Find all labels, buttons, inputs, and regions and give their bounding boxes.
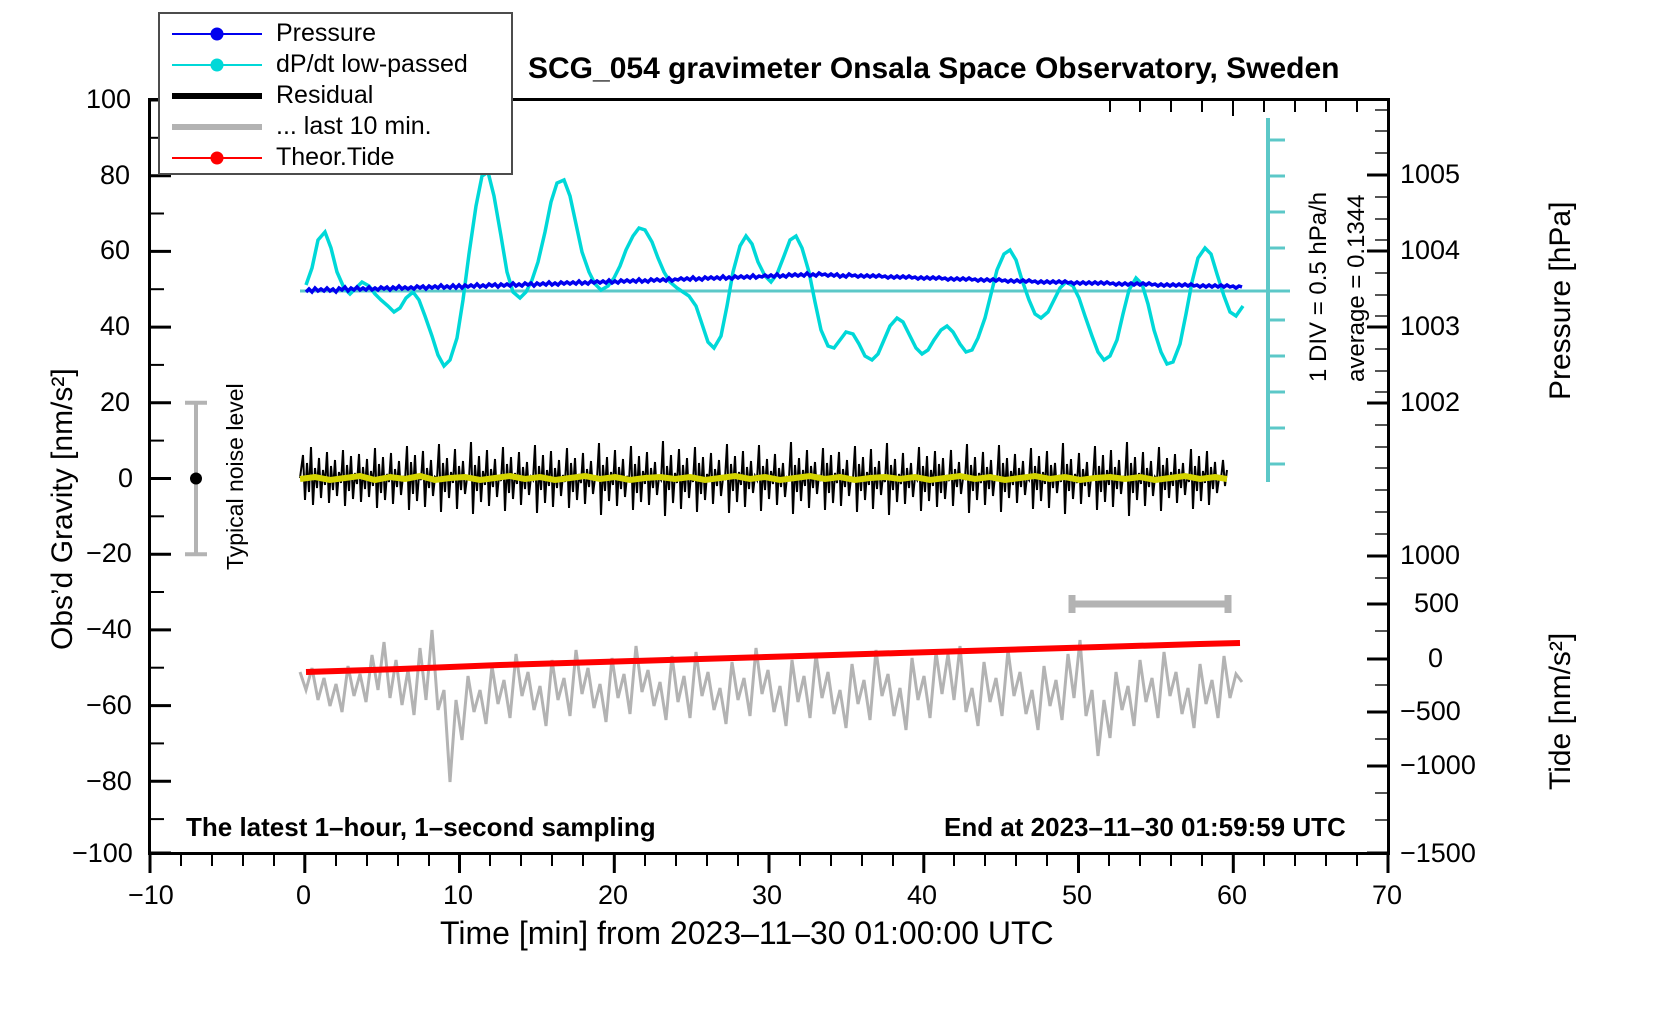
y-right-tide-tick-m1000: −1000 — [1400, 750, 1476, 780]
y-right-pressure-tick-1003: 1003 — [1400, 311, 1461, 341]
legend-swatch-residual — [172, 80, 262, 111]
y-left-tick-100: 100 — [86, 84, 132, 114]
y-left-tick-m100: −100 — [72, 838, 133, 868]
y-right-pressure-tick-1002: 1002 — [1400, 387, 1461, 417]
y-right-tide-tick-500: 500 — [1414, 588, 1460, 618]
y-right-tide-tick-m1500: −1500 — [1400, 838, 1476, 868]
y-left-tick-m60: −60 — [86, 690, 132, 720]
y-left-tick-80: 80 — [100, 160, 131, 190]
x-tick-10: 10 — [443, 880, 474, 910]
legend-label-pressure: Pressure — [276, 19, 377, 47]
legend-swatch-pressure — [172, 18, 262, 49]
y-left-tick-m40: −40 — [86, 614, 132, 644]
x-major-ticks — [148, 853, 1390, 873]
sampling-note: The latest 1–hour, 1–second sampling — [186, 812, 656, 842]
legend-item-tide[interactable]: Theor.Tide — [160, 142, 511, 173]
y-right-pressure-title: Pressure [hPa] — [1544, 201, 1577, 400]
dpdt-div-label: 1 DIV = 0.5 hPa/h — [1305, 191, 1332, 382]
legend-label-dpdt: dP/dt low-passed — [276, 50, 468, 78]
end-time-note: End at 2023–11–30 01:59:59 UTC — [944, 812, 1346, 842]
y-right-pressure-tick-1005: 1005 — [1400, 159, 1461, 189]
y-left-tick-0: 0 — [118, 463, 134, 493]
legend-swatch-tide — [172, 142, 262, 173]
legend-item-pressure[interactable]: Pressure — [160, 18, 511, 49]
y-left-tick-60: 60 — [100, 235, 131, 265]
y-axis-title: Obs’d Gravity [nm/s²] — [46, 368, 79, 650]
noise-level-label: Typical noise level — [222, 383, 248, 570]
plot-frame — [148, 98, 1390, 855]
x-tick-0: 0 — [296, 880, 312, 910]
legend-swatch-last10 — [172, 111, 262, 142]
legend-label-last10: ... last 10 min. — [276, 112, 432, 140]
y-left-tick-m80: −80 — [86, 766, 132, 796]
x-tick-m10: −10 — [128, 880, 174, 910]
y-right-tide-title: Tide [nm/s²] — [1544, 632, 1577, 790]
page-title: SCG_054 gravimeter Onsala Space Observat… — [528, 52, 1340, 85]
y-right-tide-tick-0: 0 — [1428, 643, 1444, 673]
y-left-tick-m20: −20 — [86, 538, 132, 568]
x-tick-30: 30 — [752, 880, 783, 910]
x-tick-60: 60 — [1217, 880, 1248, 910]
x-tick-70: 70 — [1372, 880, 1403, 910]
y-right-tide-tick-1000: 1000 — [1400, 540, 1461, 570]
x-axis-title: Time [min] from 2023–11–30 01:00:00 UTC — [440, 915, 1054, 951]
legend-item-dpdt[interactable]: dP/dt low-passed — [160, 49, 511, 80]
legend-swatch-dpdt — [172, 49, 262, 80]
legend-label-tide: Theor.Tide — [276, 143, 395, 171]
dpdt-average-label: average = 0.1344 — [1343, 194, 1370, 383]
x-tick-40: 40 — [907, 880, 938, 910]
x-tick-50: 50 — [1062, 880, 1093, 910]
legend-item-last10[interactable]: ... last 10 min. — [160, 111, 511, 142]
legend-box[interactable]: Pressure dP/dt low-passed Residual ... l… — [158, 12, 513, 175]
y-right-tide-tick-m500: −500 — [1400, 696, 1461, 726]
x-tick-20: 20 — [598, 880, 629, 910]
y-left-tick-40: 40 — [100, 311, 131, 341]
legend-item-residual[interactable]: Residual — [160, 80, 511, 111]
y-left-tick-20: 20 — [100, 387, 131, 417]
y-right-pressure-tick-1004: 1004 — [1400, 235, 1461, 265]
legend-label-residual: Residual — [276, 81, 374, 109]
